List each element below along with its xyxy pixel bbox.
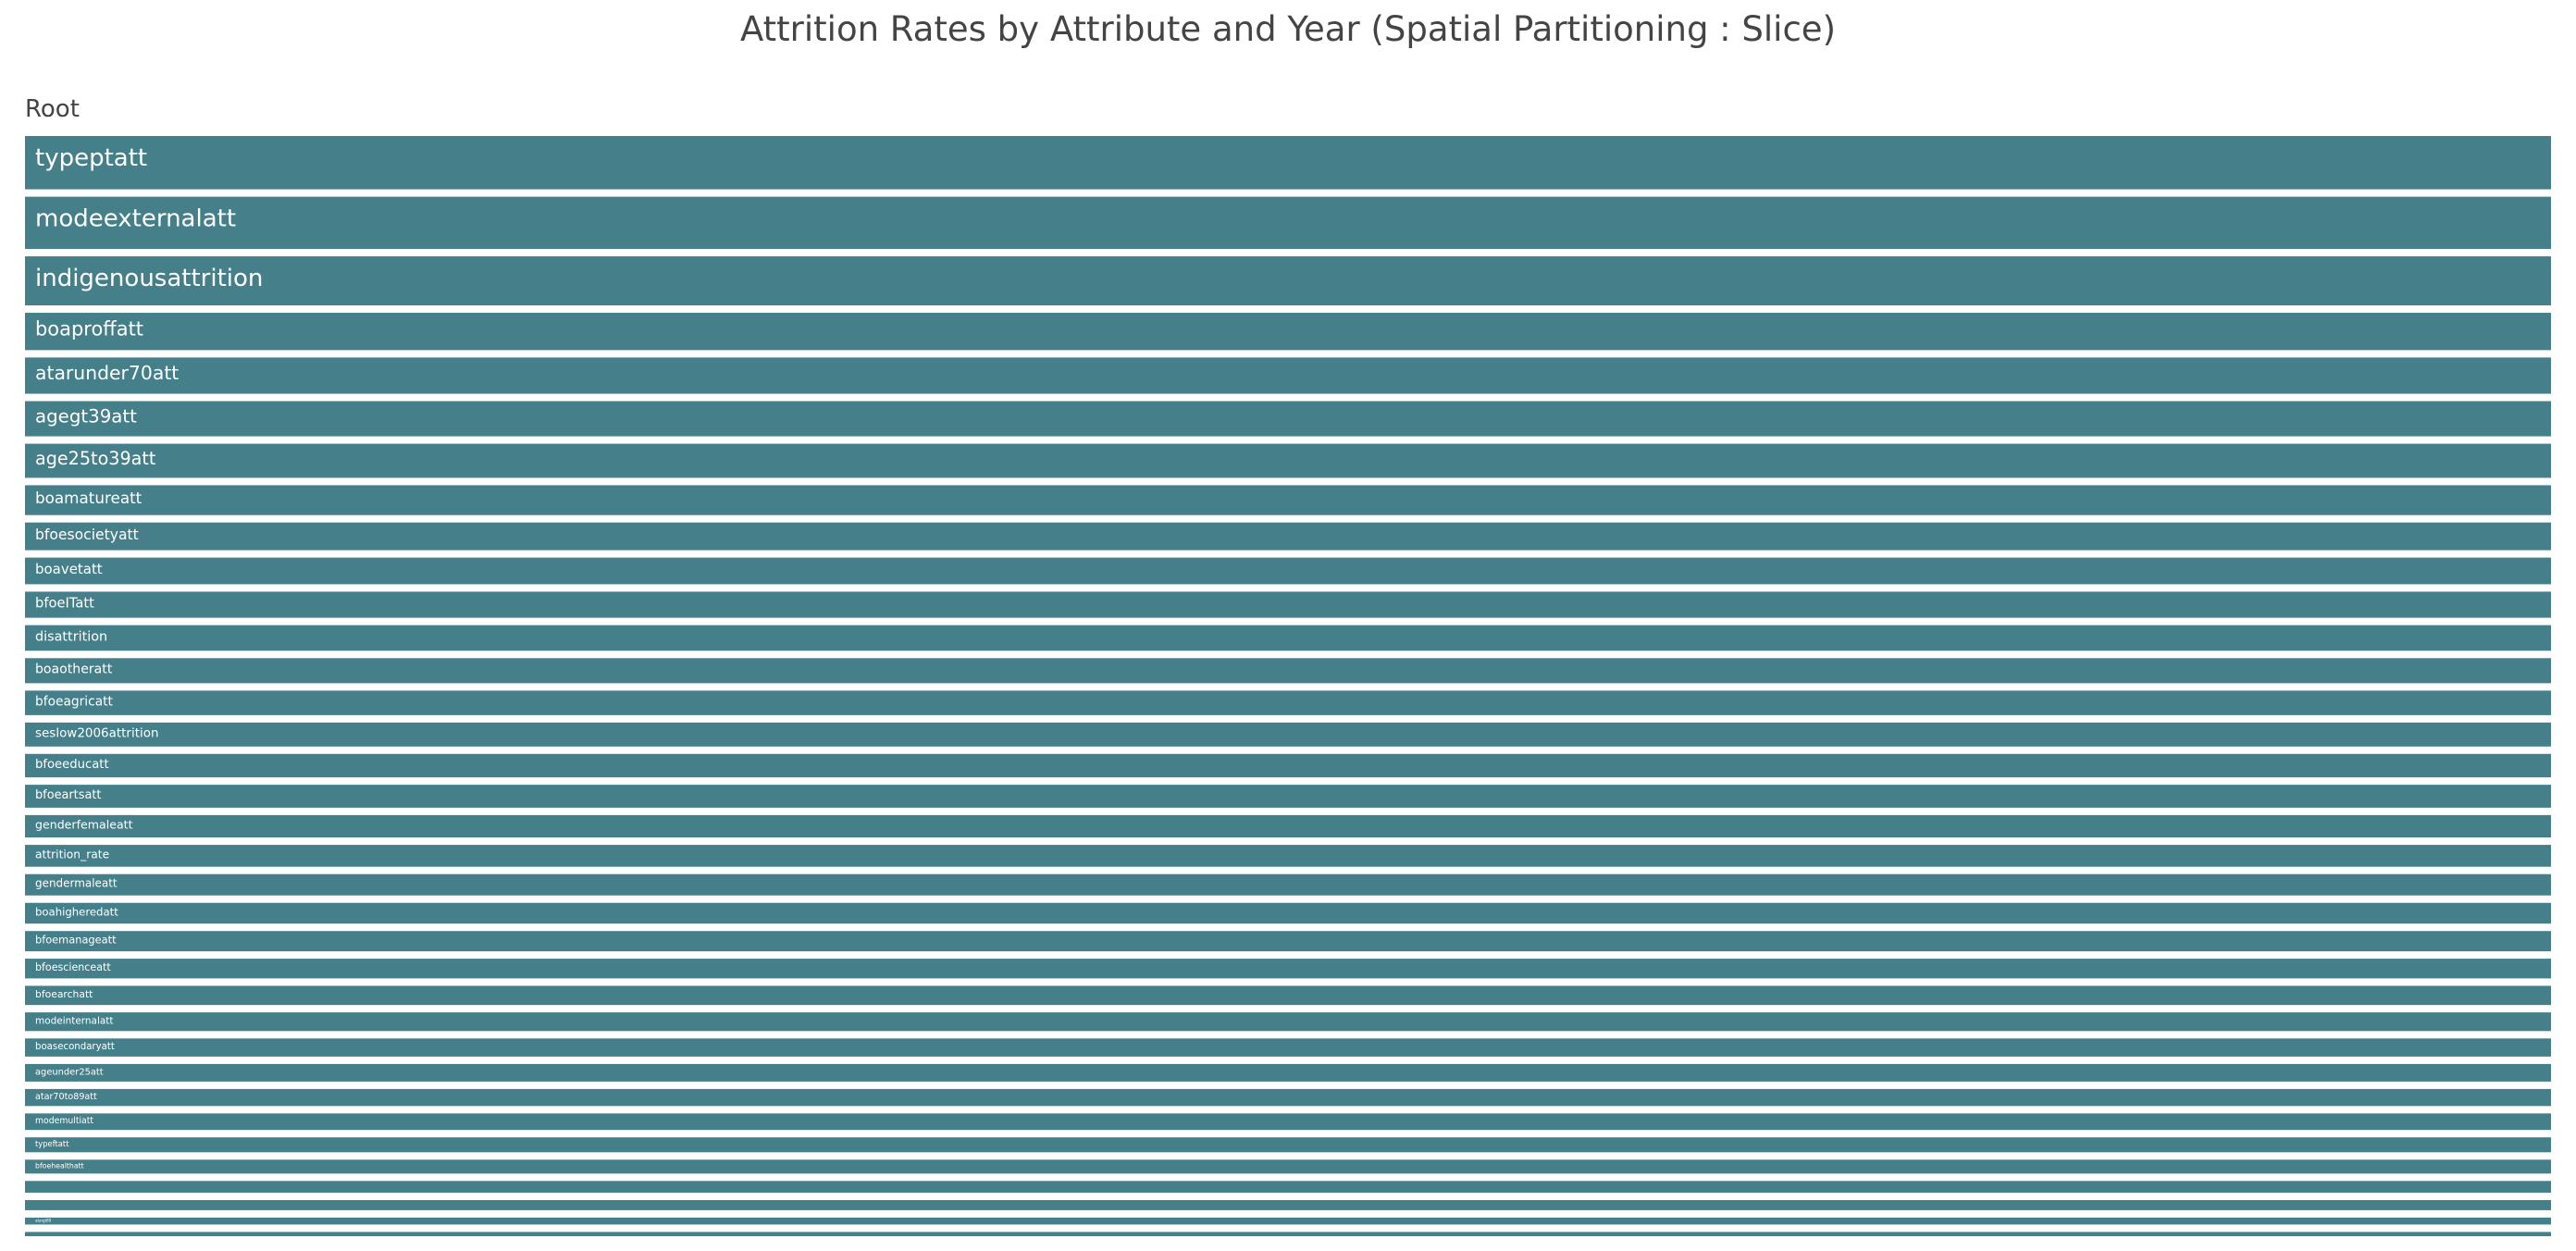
treemap-tile-28[interactable] [25,1113,2551,1131]
treemap-tile-label: boaproffatt [35,317,143,340]
treemap-tile-25[interactable] [25,1038,2551,1057]
treemap-tile-label: bfoesocietyatt [35,526,139,543]
treemap-tile-label: indigenousattrition [35,265,263,292]
treemap-tile-label: agegt39att [35,405,137,427]
treemap-tile-label: disattrition [35,629,107,644]
treemap-tile-label: atargt89 [35,1218,52,1222]
treemap-tile-4[interactable] [25,357,2551,394]
treemap-tile-label: bfoeITatt [35,595,94,611]
treemap-tile-18[interactable] [25,845,2551,867]
treemap-tile-21[interactable] [25,931,2551,952]
treemap-tile-label: bfoeeducatt [35,758,109,772]
treemap-tile-11[interactable] [25,625,2551,651]
treemap-tile-31[interactable] [25,1181,2551,1193]
treemap-tile-24[interactable] [25,1012,2551,1032]
treemap-tile-14[interactable] [25,722,2551,747]
treemap-tile-label: bfoeartsatt [35,788,101,802]
treemap-tile-label: boasecondaryatt [35,1042,115,1052]
treemap-tile-label: age25to39att [35,448,156,469]
treemap-tile-16[interactable] [25,785,2551,808]
treemap-root-label[interactable]: Root [25,95,80,123]
treemap-tile-label: typeftatt [35,1139,69,1148]
treemap-tile-label: ageunder25att [35,1067,104,1077]
treemap-tile-label: bfoeagricatt [35,694,114,709]
treemap-tile-7[interactable] [25,485,2551,515]
treemap-tile-label: atar70to89att [35,1092,97,1102]
treemap-tile-label: modeinternalatt [35,1015,113,1026]
treemap-tile-label: atarunder70att [35,362,179,384]
treemap-tile-20[interactable] [25,902,2551,924]
treemap-tile-15[interactable] [25,753,2551,778]
treemap-tile-label: seslow2006attrition [35,726,159,741]
treemap-tile-label: boamatureatt [35,489,142,507]
treemap-tile-label: boavetatt [35,561,103,577]
treemap-tile-3[interactable] [25,313,2551,351]
treemap-tile-label: typeptatt [35,144,147,172]
treemap-tile-label: genderfemaleatt [35,818,133,832]
treemap-tile-9[interactable] [25,557,2551,585]
treemap-tile-17[interactable] [25,814,2551,838]
chart-title: Attrition Rates by Attribute and Year (S… [740,9,1836,49]
treemap-tile-12[interactable] [25,658,2551,684]
treemap-tile-30[interactable] [25,1159,2551,1174]
treemap-tile-27[interactable] [25,1088,2551,1107]
treemap-tile-0[interactable] [25,136,2551,190]
treemap-tile-label: bfoehealthatt [35,1161,84,1170]
treemap-tile-label: bfoescienceatt [35,961,111,973]
treemap-tile-22[interactable] [25,959,2551,979]
treemap-tile-32[interactable] [25,1199,2551,1210]
treemap-tile-2[interactable] [25,256,2551,306]
treemap-tile-5[interactable] [25,401,2551,437]
treemap-tile-label: modemultiatt [35,1116,93,1126]
treemap-tile-10[interactable] [25,591,2551,618]
treemap-tile-label: attrition_rate [35,848,109,861]
treemap-tile-label: bfoearchatt [35,988,93,1000]
treemap-tile-8[interactable] [25,522,2551,551]
treemap-tile-label: modeexternalatt [35,205,236,233]
treemap-tile-1[interactable] [25,196,2551,250]
treemap-tile-label: bfoemanageatt [35,933,117,946]
treemap-tile-label: boaotheratt [35,663,113,677]
treemap-tile-label: gendermaleatt [35,877,118,890]
treemap-tile-26[interactable] [25,1063,2551,1082]
treemap-tile-33[interactable] [25,1217,2551,1225]
treemap-tile-19[interactable] [25,873,2551,896]
treemap-tile-label: boahigheredatt [35,905,118,918]
treemap-tile-23[interactable] [25,985,2551,1006]
treemap-tile-6[interactable] [25,443,2551,478]
treemap-tile-29[interactable] [25,1137,2551,1153]
treemap-tile-13[interactable] [25,690,2551,715]
treemap-tile-34[interactable] [25,1232,2551,1236]
